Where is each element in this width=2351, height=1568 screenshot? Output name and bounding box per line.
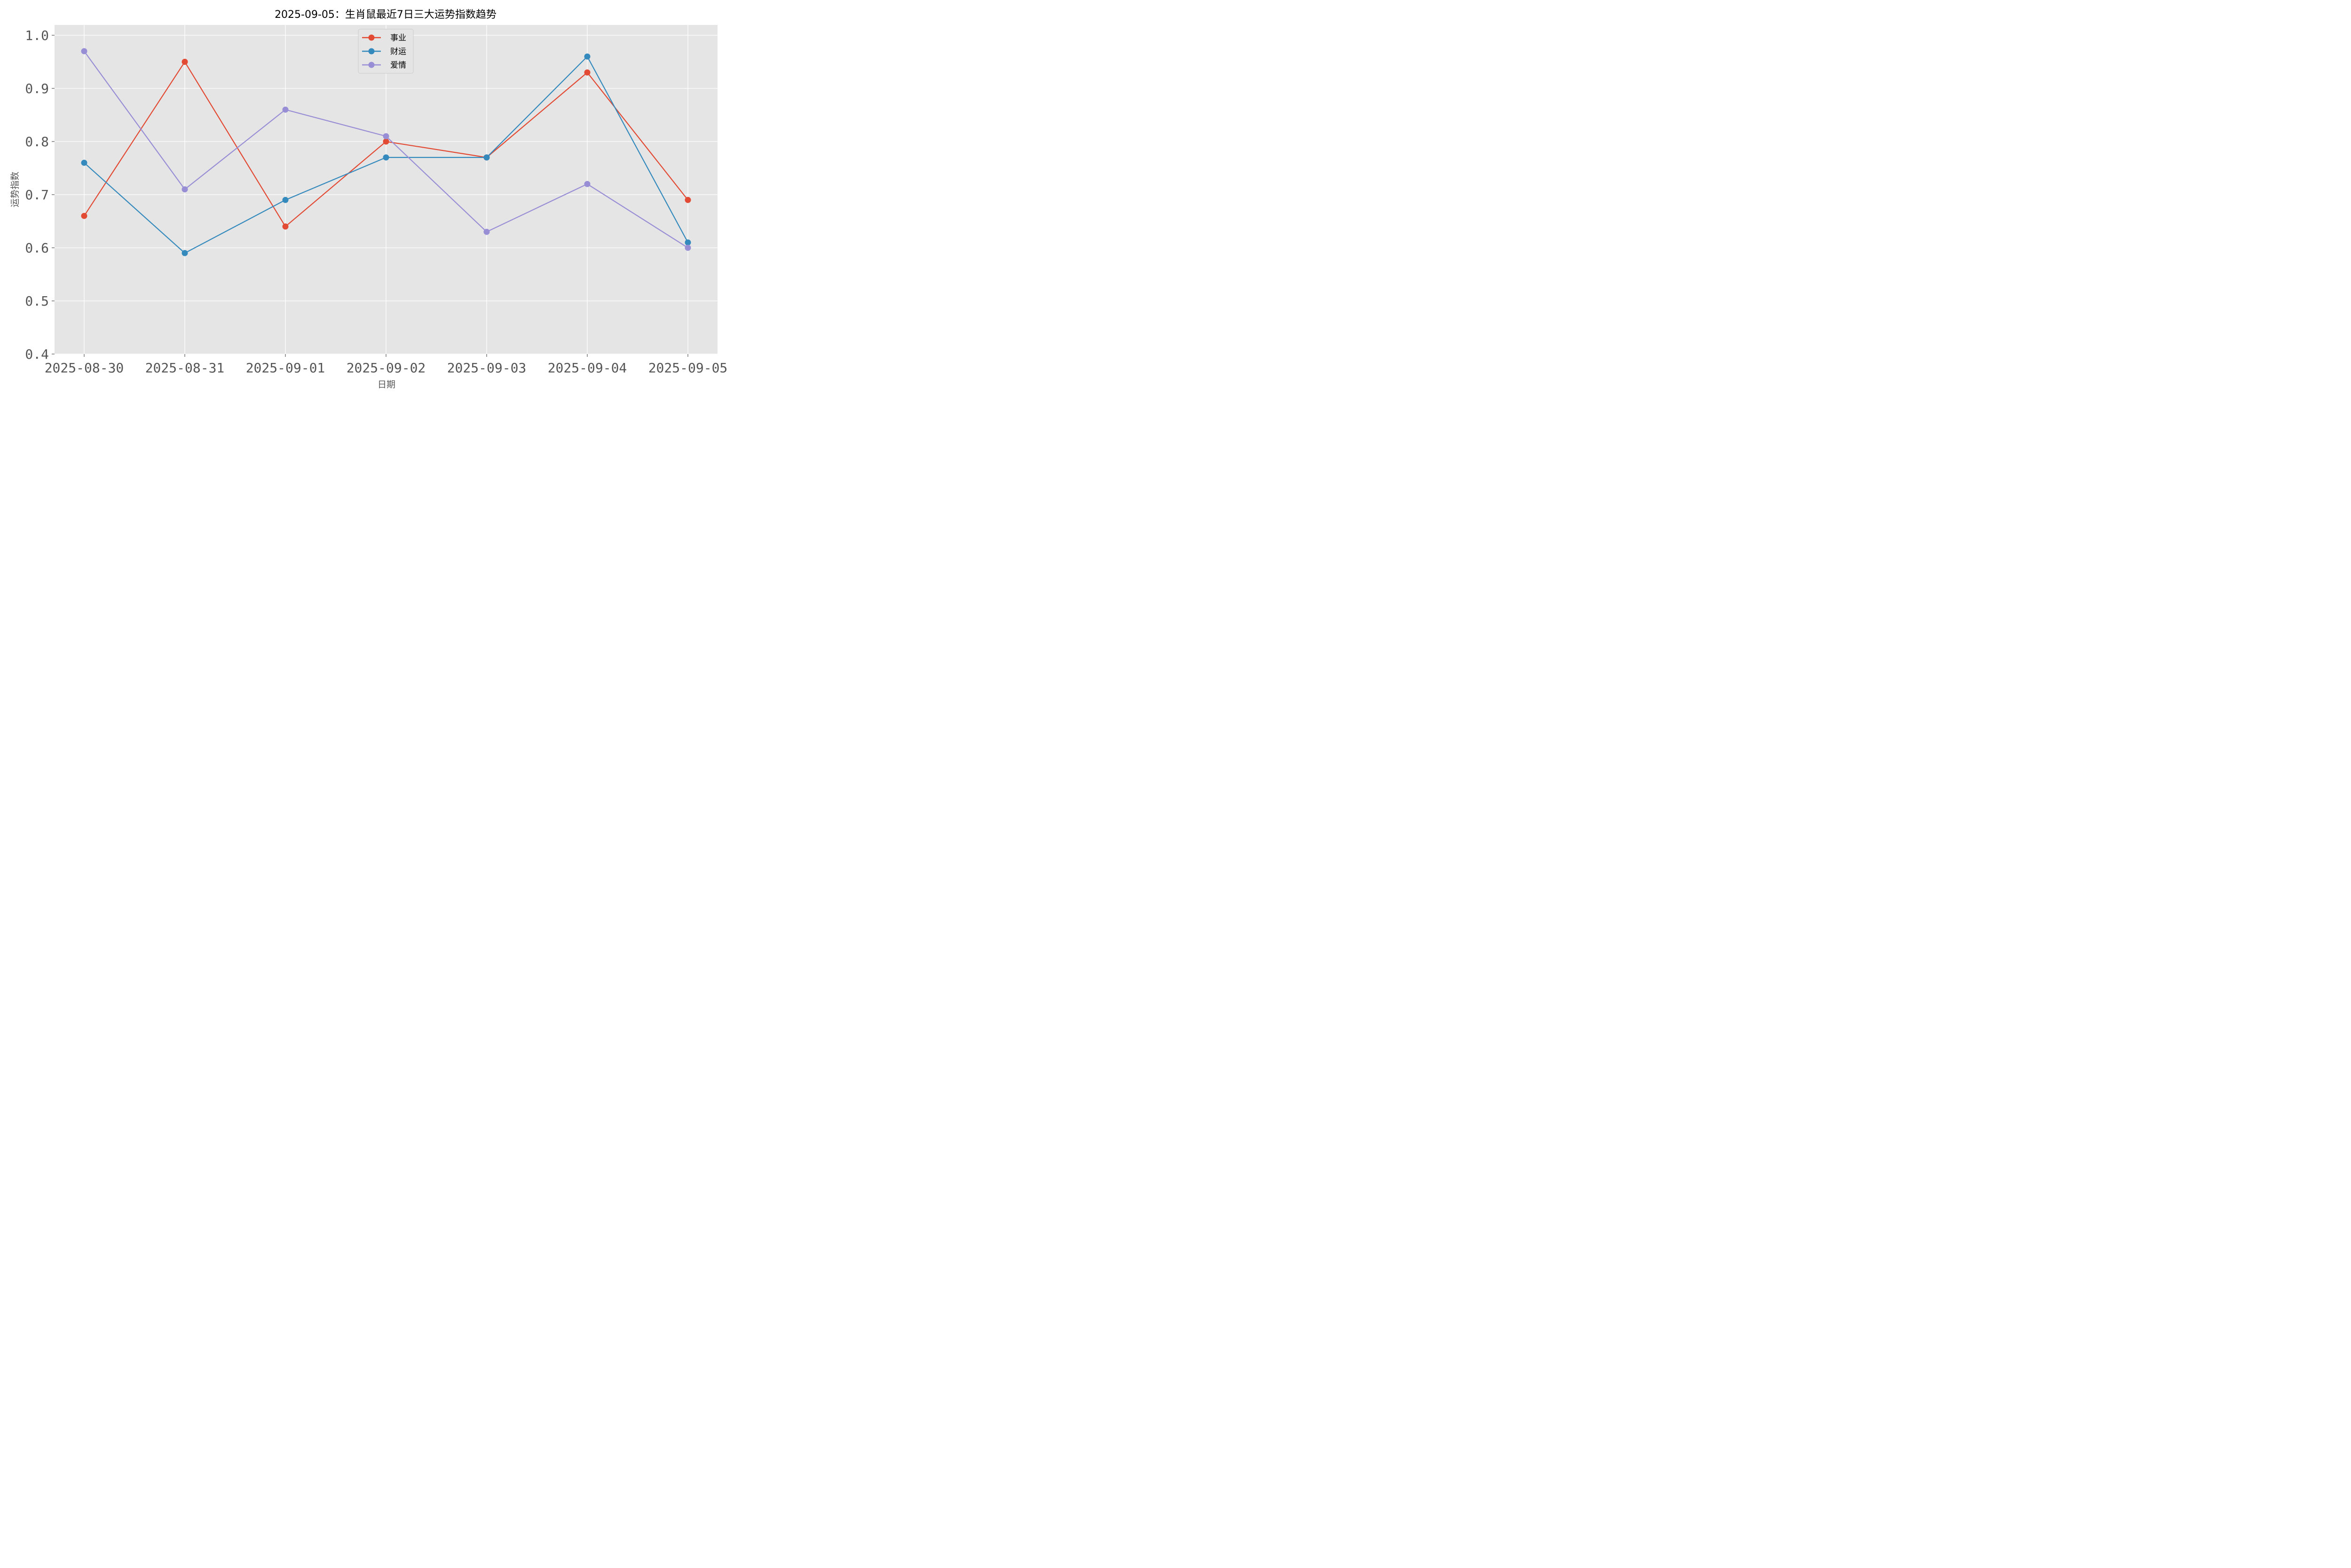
legend-label: 事业 [390,33,406,43]
y-tick-label: 0.7 [25,187,49,203]
x-tick-label: 2025-09-02 [347,360,426,376]
data-point [383,154,389,161]
series-财运 [81,53,691,256]
data-point [685,239,691,246]
data-point [383,133,389,140]
x-tick-label: 2025-09-05 [648,360,728,376]
data-point [383,138,389,145]
data-point [483,229,490,235]
legend-item: 财运 [362,47,406,56]
data-point [584,69,591,76]
data-point [685,244,691,251]
y-tick-label: 0.4 [25,347,49,362]
x-tick-label: 2025-09-01 [246,360,325,376]
series-事业 [81,59,691,230]
data-point [81,159,87,166]
y-tick-label: 0.9 [25,81,49,96]
line-chart: 2025-09-05：生肖鼠最近7日三大运势指数趋势 0.40.50.60.70… [10,9,728,390]
data-point [282,197,289,203]
data-point [584,53,591,60]
data-point [584,181,591,187]
y-axis-label: 运势指数 [10,172,20,207]
x-tick-label: 2025-09-03 [447,360,527,376]
series-lines [81,48,691,256]
legend-label: 爱情 [390,61,406,70]
legend-marker-icon [368,34,375,41]
y-tick-label: 0.5 [25,293,49,309]
y-tick-label: 1.0 [25,28,49,43]
series-爱情 [81,48,691,251]
y-axis-ticks: 0.4 0.5 0.6 0.7 0.8 0.9 1.0 [25,28,55,362]
x-axis-ticks: 2025-08-30 2025-08-31 2025-09-01 2025-09-02… [45,354,728,376]
x-tick-label: 2025-08-30 [45,360,124,376]
legend-marker-icon [368,62,375,68]
legend-marker-icon [368,48,375,55]
chart-title: 2025-09-05：生肖鼠最近7日三大运势指数趋势 [275,9,497,21]
data-point [181,59,188,65]
legend-item: 事业 [362,33,406,43]
data-point [483,154,490,161]
data-point [81,213,87,219]
data-point [282,223,289,230]
data-point [181,250,188,256]
x-tick-label: 2025-09-04 [548,360,627,376]
y-tick-label: 0.6 [25,240,49,256]
legend-item: 爱情 [362,61,406,70]
data-point [685,197,691,203]
legend-label: 财运 [390,47,406,56]
grid-lines [55,25,718,355]
data-point [282,106,289,113]
x-tick-label: 2025-08-31 [145,360,225,376]
x-axis-label: 日期 [378,379,395,390]
y-tick-label: 0.8 [25,134,49,150]
data-point [181,186,188,193]
data-point [81,48,87,55]
